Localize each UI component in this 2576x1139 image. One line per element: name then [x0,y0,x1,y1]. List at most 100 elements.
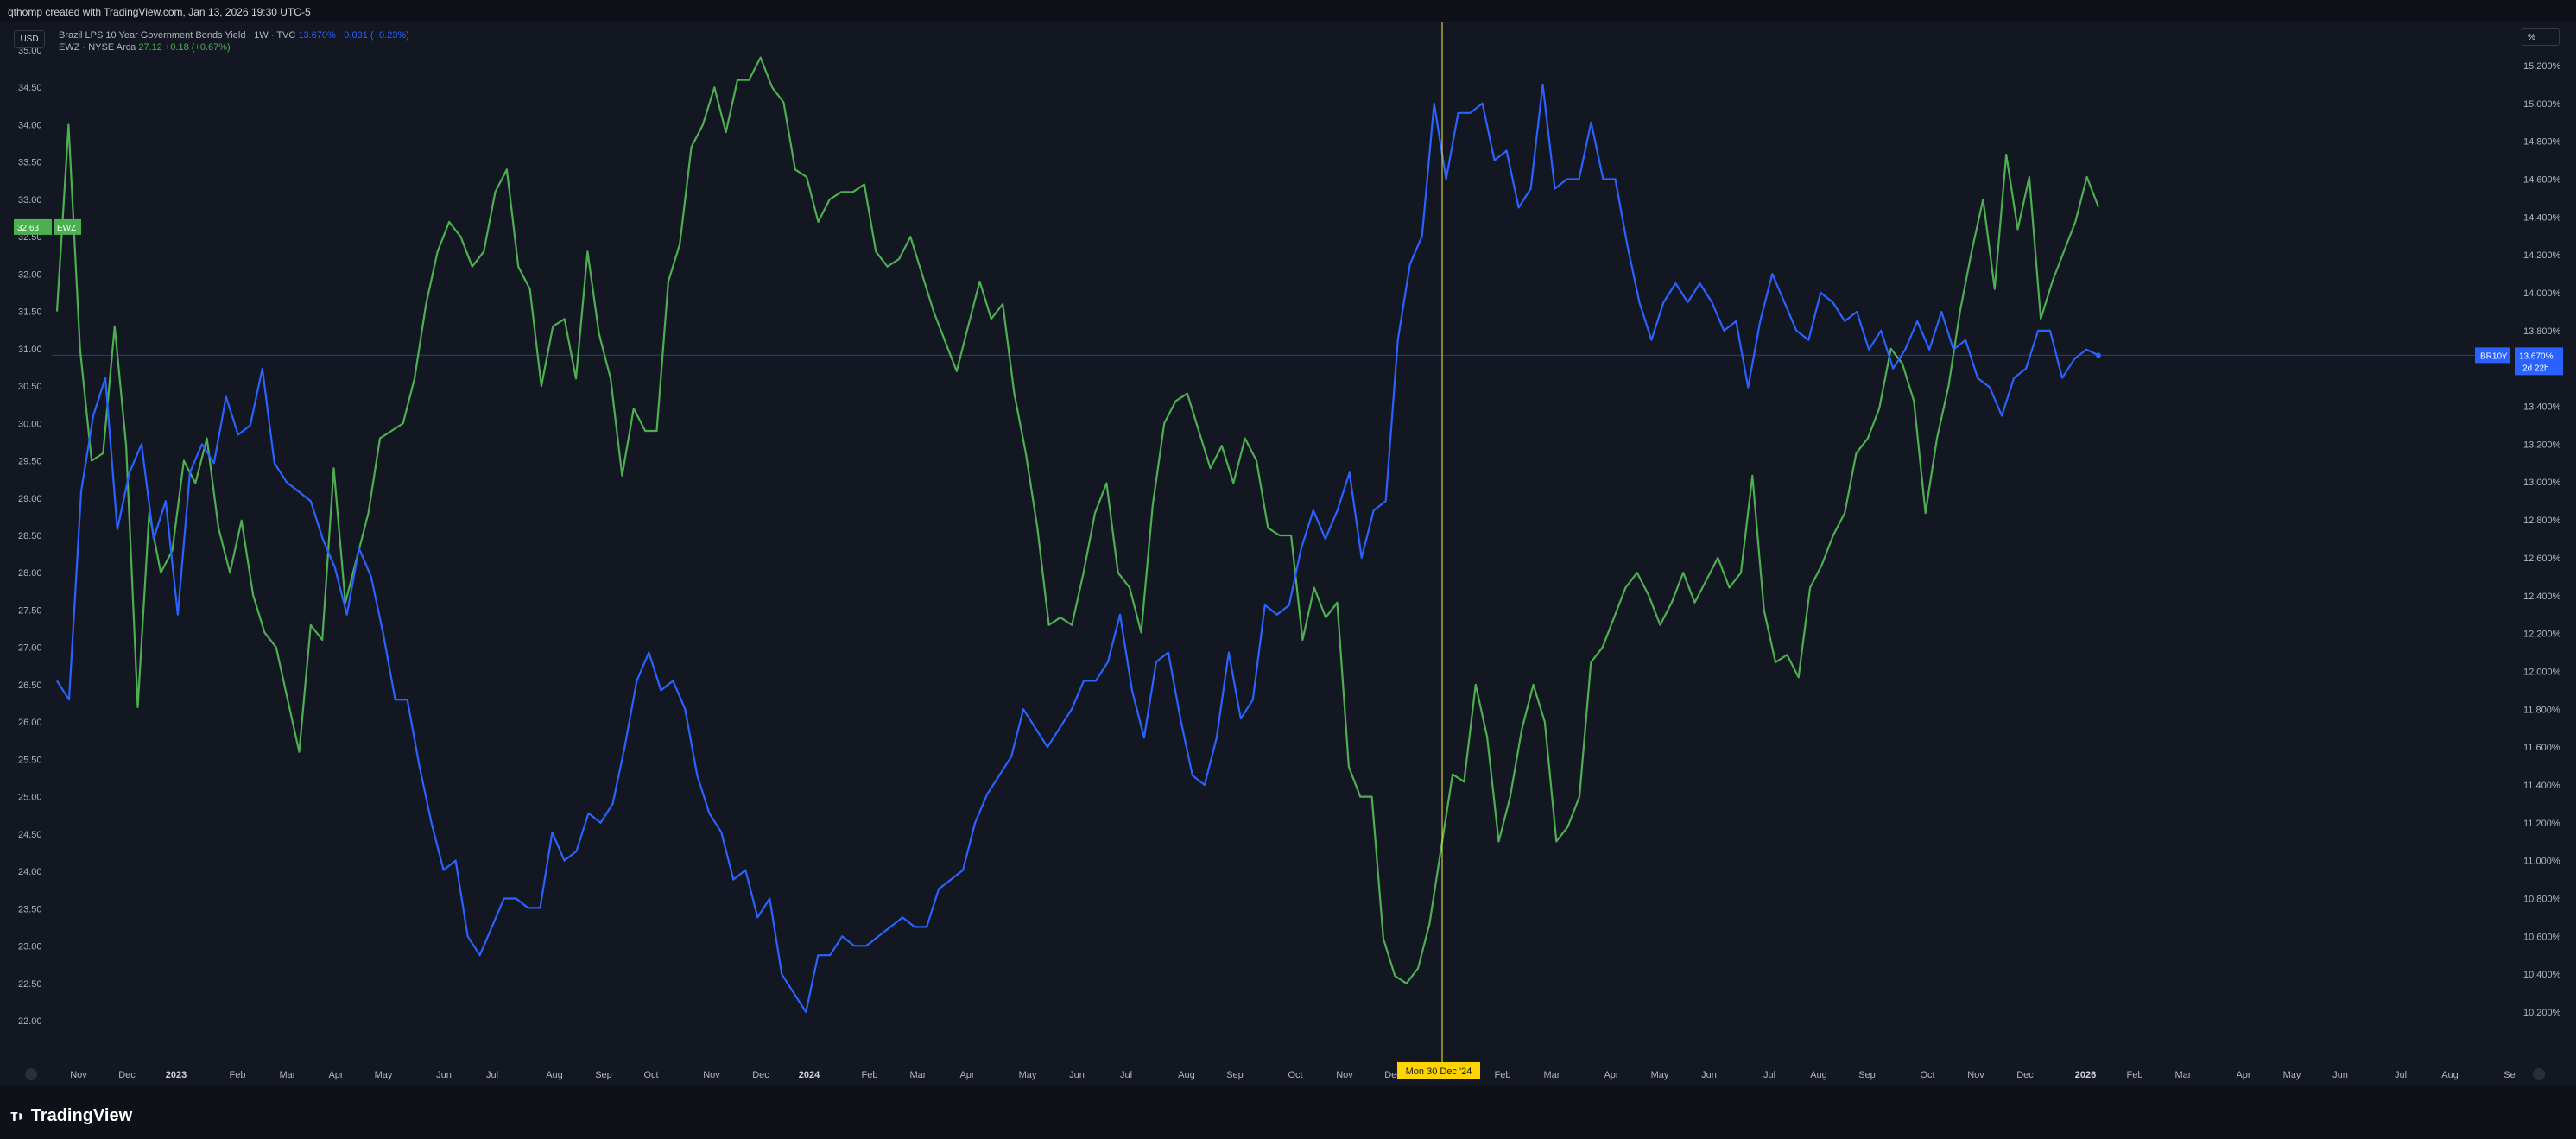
legend-series1-values: 13.670% −0.031 (−0.23%) [298,30,409,41]
legend-row-br10y[interactable]: Brazil LPS 10 Year Government Bonds Yiel… [59,29,409,41]
footer: ᴛ◗ TradingView [0,1085,2576,1139]
left-axis-tick: 24.50 [18,830,42,840]
right-axis-tick: 10.800% [2523,894,2561,904]
left-axis-tick: 31.00 [18,345,42,355]
time-axis-tick: Apr [1604,1070,1618,1080]
tradingview-logo-text: TradingView [30,1106,133,1125]
right-axis-tick: 10.400% [2523,970,2561,980]
time-axis-tick: Jun [436,1070,452,1080]
left-axis-tick: 24.00 [18,867,42,877]
crosshair-date-badge [1397,1062,1480,1079]
time-axis-tick: Nov [70,1070,87,1080]
right-axis-tick: 12.600% [2523,554,2561,564]
chart-svg[interactable]: 35.00 34.50 34.00 33.50 33.00 32.50 32.00 31.50… [0,22,2576,1085]
left-axis-tick: 31.50 [18,307,42,318]
left-axis-tick: 29.00 [18,494,42,504]
time-axis-tick: Nov [1336,1070,1353,1080]
legend-series1-name: Brazil LPS 10 Year Government Bonds Yiel… [59,30,296,41]
time-axis-tick: 2023 [166,1070,187,1080]
time-axis-tick: Oct [1920,1070,1934,1080]
legend: Brazil LPS 10 Year Government Bonds Yiel… [59,29,409,54]
left-axis-tick: 32.50 [18,232,42,243]
last-point-dot [2096,352,2101,358]
time-axis-tick: 2026 [2075,1070,2096,1080]
time-axis-tick: Feb [2127,1070,2143,1080]
left-axis-tick: 25.00 [18,793,42,803]
settings-icon [2533,1068,2545,1080]
credit-text: qthomp created with TradingView.com, Jan… [8,6,311,18]
left-axis-tick: 22.00 [18,1016,42,1027]
right-axis-tick: 14.000% [2523,288,2561,299]
left-axis-tick: 27.00 [18,643,42,654]
time-axis-tick: Aug [2441,1070,2459,1080]
time-axis-tick: Sep [1226,1070,1244,1080]
left-axis-tick: 33.50 [18,158,42,168]
left-axis-tick: 30.50 [18,382,42,392]
right-axis-tick: 13.200% [2523,440,2561,450]
currency-button[interactable]: USD [14,30,45,48]
left-axis-tick: 33.00 [18,195,42,206]
time-axis-tick: Jul [1763,1070,1775,1080]
right-axis-tick: 13.000% [2523,478,2561,488]
right-axis-tick: 11.400% [2523,781,2560,791]
left-axis-tick: 28.50 [18,531,42,541]
right-axis-tick: 14.200% [2523,250,2561,261]
right-axis-tick: 14.600% [2523,175,2561,186]
right-axis-tick: 12.000% [2523,667,2561,677]
time-axis-tick: Dec [118,1070,136,1080]
time-axis-tick: Mar [1544,1070,1560,1080]
left-axis-tick: 32.00 [18,269,42,280]
left-axis-tick: 34.00 [18,120,42,130]
grid [0,1081,2576,1085]
time-axis-tick: Mar [280,1070,296,1080]
time-axis-tick: Jun [2332,1070,2348,1080]
left-axis-tick: 26.50 [18,680,42,691]
time-axis-tick: Apr [959,1070,974,1080]
right-axis-tick: 12.400% [2523,592,2561,602]
time-axis-tick: Jul [486,1070,498,1080]
axis-badges: Mon 30 Dec '24 32.63 EWZ BR10Y 13.670% 2d 22h [14,218,2563,1079]
right-axis-tick: 13.800% [2523,326,2561,337]
right-axis[interactable]: 15.200% 15.000% 14.800% 14.600% 14.400% 14.20… [2523,61,2561,1018]
right-axis-tick: 15.000% [2523,99,2561,110]
left-axis[interactable]: 35.00 34.50 34.00 33.50 33.00 32.50 32.00 31.50… [18,46,42,1027]
right-axis-tick: 10.200% [2523,1008,2561,1018]
time-axis-tick: Sep [1858,1070,1876,1080]
time-axis-tick: Nov [1967,1070,1984,1080]
right-axis-tick: 11.000% [2523,857,2560,867]
ewz-value-badge [14,218,52,235]
time-axis-tick: Mar [2175,1070,2192,1080]
time-axis-tick: Feb [230,1070,246,1080]
time-axis-tick: Nov [703,1070,720,1080]
time-axis-tick: Jul [2395,1070,2407,1080]
left-axis-tick: 35.00 [18,46,42,56]
time-axis-tick: Dec [752,1070,769,1080]
time-axis-tick: Dec [2016,1070,2034,1080]
tradingview-logo[interactable]: ᴛ◗ TradingView [10,1106,132,1126]
legend-row-ewz[interactable]: EWZ · NYSE Arca 27.12 +0.18 (+0.67%) [59,41,409,54]
time-axis-tick: Oct [1288,1070,1302,1080]
br10y-label-badge-text: BR10Y [2480,351,2508,361]
scale-mode-button[interactable]: % [2522,28,2560,46]
right-axis-tick: 15.200% [2523,61,2561,72]
chart-area[interactable]: 35.00 34.50 34.00 33.50 33.00 32.50 32.00 31.50… [0,22,2576,1085]
time-axis-tick: Feb [862,1070,878,1080]
series-line-br10y [56,83,2099,1014]
time-axis-tick: Apr [328,1070,343,1080]
right-axis-tick: 14.400% [2523,212,2561,223]
ewz-label-badge [54,218,81,235]
series-lines [55,56,2101,1014]
time-axis-tick: Aug [1810,1070,1827,1080]
right-axis-tick: 13.400% [2523,402,2561,413]
ewz-value-badge-text: 32.63 [17,224,39,233]
left-axis-tick: 22.50 [18,979,42,990]
right-axis-tick: 11.800% [2523,705,2560,715]
legend-series2-name: EWZ · NYSE Arca [59,42,136,53]
timezone-icon [25,1068,37,1080]
time-axis-tick: May [1651,1070,1669,1080]
time-axis-tick: Oct [643,1070,658,1080]
right-axis-tick: 10.600% [2523,932,2561,942]
time-axis-tick: Mar [910,1070,927,1080]
axis-strip [0,1081,2576,1085]
time-axis-tick: Jul [1120,1070,1132,1080]
